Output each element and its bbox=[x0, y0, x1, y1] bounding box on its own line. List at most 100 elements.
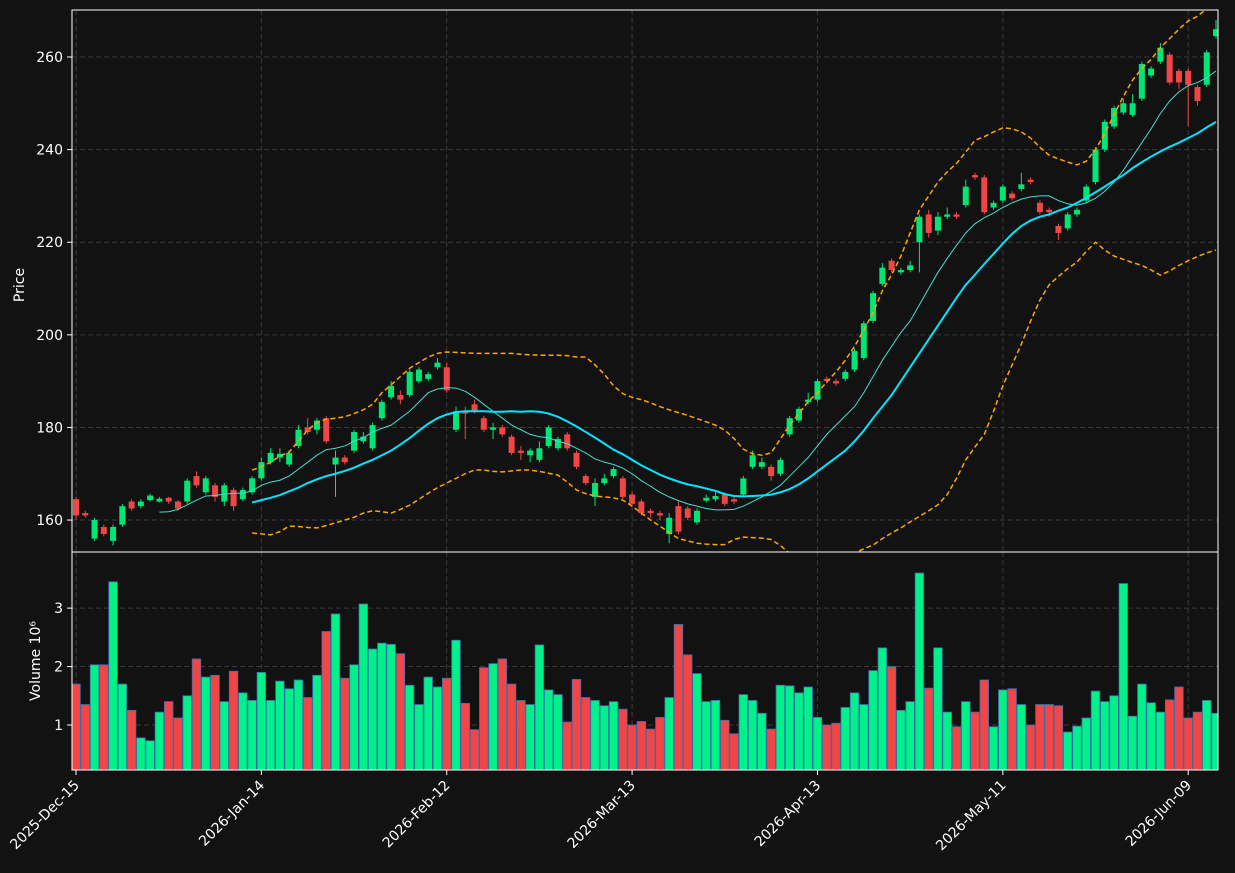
volume-bar bbox=[1053, 705, 1064, 770]
candle-body bbox=[851, 351, 858, 370]
candle-body bbox=[1046, 209, 1053, 213]
volume-bar bbox=[1155, 711, 1166, 770]
volume-bar bbox=[1109, 695, 1119, 770]
volume-bar bbox=[849, 692, 860, 770]
candle-body bbox=[777, 459, 784, 474]
candle-body bbox=[1083, 186, 1090, 201]
volume-bar bbox=[571, 679, 582, 770]
volume-bar bbox=[757, 712, 767, 770]
volume-bar bbox=[80, 704, 90, 770]
candle-body bbox=[490, 427, 497, 430]
candle-body bbox=[184, 480, 191, 502]
candle-body bbox=[953, 214, 960, 217]
candle-body bbox=[82, 513, 89, 516]
candle-body bbox=[592, 483, 599, 497]
volume-bar bbox=[340, 677, 350, 770]
candle-body bbox=[582, 476, 589, 484]
y-tick-label: 240 bbox=[36, 143, 63, 159]
candle-body bbox=[527, 450, 534, 456]
candle-body bbox=[1157, 47, 1164, 62]
volume-bar bbox=[163, 701, 174, 770]
volume-bar bbox=[599, 705, 609, 770]
volume-bar bbox=[1081, 717, 1091, 770]
volume-bar bbox=[627, 724, 637, 770]
candle-body bbox=[453, 411, 459, 430]
candle-body bbox=[443, 367, 450, 391]
candle-body bbox=[916, 216, 923, 243]
candle-body bbox=[406, 371, 413, 396]
overlay-line bbox=[251, 120, 1217, 504]
volume-bar bbox=[1072, 725, 1082, 770]
candle-body bbox=[554, 439, 561, 449]
candle-body bbox=[239, 489, 246, 500]
volume-bar bbox=[247, 700, 257, 770]
volume-bar bbox=[414, 704, 424, 770]
candle-body bbox=[1194, 87, 1201, 101]
volume-bar bbox=[729, 733, 739, 770]
volume-bar bbox=[1174, 686, 1184, 770]
candle-body bbox=[1175, 70, 1182, 83]
volume-bar bbox=[265, 700, 276, 770]
volume-bar bbox=[747, 700, 758, 770]
y-tick-label: 2 bbox=[54, 660, 63, 676]
candle-body bbox=[619, 478, 626, 497]
volume-bar bbox=[738, 694, 749, 770]
candle-body bbox=[91, 520, 98, 539]
candle-body bbox=[1138, 63, 1145, 99]
y-tick-label: 180 bbox=[36, 420, 63, 436]
candle-body bbox=[304, 427, 311, 433]
candle-body bbox=[675, 506, 682, 532]
volume-bar bbox=[136, 737, 146, 770]
candle-body bbox=[564, 434, 571, 449]
volume-bar bbox=[683, 654, 693, 770]
candle-body bbox=[860, 323, 867, 358]
price-panel bbox=[73, 10, 1218, 552]
volume-bar bbox=[868, 670, 878, 770]
candle-body bbox=[378, 401, 385, 419]
volume-bar bbox=[1016, 704, 1027, 770]
volume-bar bbox=[145, 740, 155, 770]
candle-body bbox=[1120, 103, 1127, 113]
candle-body bbox=[295, 429, 302, 446]
candle-body bbox=[1166, 54, 1173, 83]
candle-body bbox=[119, 506, 126, 525]
volume-bar bbox=[377, 642, 387, 770]
volume-bar bbox=[210, 674, 220, 770]
volume-bar bbox=[72, 683, 81, 770]
volume-bar bbox=[404, 684, 415, 770]
volume-bar bbox=[506, 683, 517, 770]
volume-bar bbox=[831, 722, 841, 770]
candle-body bbox=[1101, 121, 1108, 150]
candle-body bbox=[369, 425, 376, 449]
candle-body bbox=[823, 378, 830, 382]
volume-bar bbox=[636, 721, 647, 770]
candle-body bbox=[972, 175, 979, 178]
volume-bar bbox=[117, 683, 128, 770]
volume-bar bbox=[1035, 704, 1045, 770]
volume-bar bbox=[108, 581, 118, 770]
volume-bar bbox=[303, 697, 313, 770]
volume-bar bbox=[1137, 683, 1147, 770]
candle-body bbox=[1111, 107, 1118, 127]
volume-bar bbox=[1025, 724, 1036, 770]
volume-bar bbox=[1164, 699, 1175, 770]
volume-bar bbox=[358, 603, 369, 770]
candle-body bbox=[814, 381, 821, 400]
candle-body bbox=[925, 214, 932, 233]
candle-body bbox=[221, 485, 228, 502]
volume-bar bbox=[201, 676, 211, 770]
volume-bar bbox=[1090, 690, 1101, 770]
volume-bar bbox=[590, 700, 600, 770]
candle-body bbox=[100, 526, 107, 534]
volume-bar bbox=[525, 704, 535, 770]
candle-body bbox=[128, 501, 135, 509]
candle-body bbox=[647, 510, 654, 514]
candle-body bbox=[202, 478, 209, 493]
candle-body bbox=[656, 513, 663, 516]
y-tick-label: 220 bbox=[36, 235, 63, 251]
volume-axis-label: Volume 10⁶ bbox=[28, 621, 44, 701]
candle-body bbox=[1055, 226, 1062, 233]
volume-bar bbox=[1146, 702, 1156, 770]
candle-body bbox=[758, 462, 765, 467]
volume-bar bbox=[840, 707, 850, 770]
